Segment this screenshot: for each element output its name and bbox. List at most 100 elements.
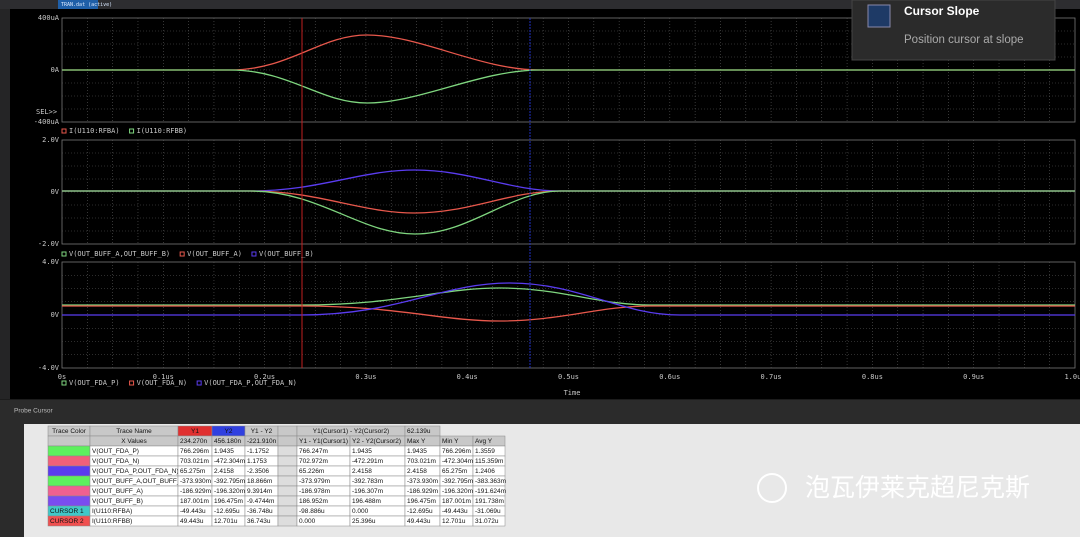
x-axis-label: Time <box>564 389 581 397</box>
cell-text: -31.069u <box>475 508 501 515</box>
table-cell <box>47 485 91 497</box>
tooltip-text: Position cursor at slope <box>904 34 1024 46</box>
cell-text: -186.929m <box>180 488 211 495</box>
cell-text: -373.930m <box>407 478 438 485</box>
cell-text: -191.624m <box>475 488 506 495</box>
cell-text: Y1 - Y1(Cursor1) <box>299 438 348 445</box>
table-cell <box>277 425 298 437</box>
y-tick-label: 400uA <box>38 14 60 22</box>
cell-text: -49.443u <box>442 508 468 515</box>
legend-label: V(OUT_BUFF_A) <box>187 250 242 258</box>
cell-text: 196.488m <box>352 498 381 505</box>
cell-text: V(OUT_BUFF_B) <box>92 498 143 505</box>
x-tick-label: 0.2us <box>254 373 275 381</box>
y-tick-label: 2.0V <box>42 136 60 144</box>
y-tick-label: 0V <box>51 188 60 196</box>
cell-text: 702.972m <box>299 458 328 465</box>
cell-text: 9.3914m <box>247 488 272 495</box>
legend-marker <box>129 128 135 134</box>
cell-text: 65.226m <box>299 468 324 475</box>
cell-text: 2.4158 <box>352 468 372 475</box>
cell-text: 65.275m <box>180 468 205 475</box>
curve <box>62 69 1075 104</box>
legend-label: V(OUT_FDA_P) <box>69 379 120 387</box>
cell-text: -472.291m <box>352 458 383 465</box>
legend-label: V(OUT_BUFF_A,OUT_BUFF_B) <box>69 250 170 258</box>
cell-text: 0.000 <box>352 508 369 515</box>
x-tick-label: 0.8us <box>862 373 883 381</box>
cell-text: X Values <box>121 438 147 445</box>
cell-text: -373.979m <box>299 478 330 485</box>
tooltip-title: Cursor Slope <box>904 4 980 18</box>
cell-text: -373.930m <box>180 478 211 485</box>
curve <box>62 282 1075 316</box>
y-tick-label: 0A <box>51 66 60 74</box>
cell-text: Y1 <box>191 428 199 435</box>
x-tick-label: 0.3us <box>355 373 376 381</box>
table-cell <box>472 515 506 527</box>
cell-text: Trace Color <box>52 428 87 435</box>
x-tick-label: 0.9us <box>963 373 984 381</box>
legend-marker <box>251 251 257 257</box>
cell-text: 234.270n <box>180 438 207 445</box>
cell-text: -383.363m <box>475 478 506 485</box>
x-tick-label: 0.7us <box>761 373 782 381</box>
watermark: 泡瓦伊莱克超尼克斯 <box>805 473 1030 502</box>
cell-text: 65.275m <box>442 468 467 475</box>
cell-text: 1.9435 <box>214 448 234 455</box>
cell-text: Min Y <box>442 438 459 445</box>
cell-text: -196.320m <box>214 488 245 495</box>
cell-text: 36.743u <box>247 518 271 525</box>
cell-text: Trace Name <box>116 428 152 435</box>
cell-text: -196.307m <box>352 488 383 495</box>
table-cell <box>277 465 298 477</box>
cell-text: I(U110:RFBA) <box>92 508 132 515</box>
cell-text: -392.795m <box>442 478 473 485</box>
cell-text: -196.320m <box>442 488 473 495</box>
cell-text: 1.2406 <box>475 468 495 475</box>
cell-text: Y1 - Y2 <box>251 428 273 435</box>
cell-text: 456.180n <box>214 438 241 445</box>
cell-text: -98.886u <box>299 508 325 515</box>
cell-text: -392.795m <box>214 478 245 485</box>
y-tick-label: -400uA <box>34 118 60 126</box>
x-tick-label: 1.0us <box>1064 373 1080 381</box>
cell-text: 2.4158 <box>407 468 427 475</box>
legend-marker <box>179 251 185 257</box>
cell-text: -12.695u <box>214 508 240 515</box>
y-tick-label: 0V <box>51 311 60 319</box>
cell-text: 191.738m <box>475 498 504 505</box>
y-tick-label: -2.0V <box>38 240 60 248</box>
legend-label: V(OUT_BUFF_B) <box>259 250 314 258</box>
cell-text: 25.396u <box>352 518 376 525</box>
cell-text: -49.443u <box>180 508 206 515</box>
legend-marker <box>129 380 135 386</box>
curve <box>62 34 1075 71</box>
tab-label[interactable]: TRAN.dat (active) <box>61 2 112 8</box>
cell-text: -36.748u <box>247 508 273 515</box>
cell-text: 196.475m <box>214 498 243 505</box>
cell-text: 187.001m <box>180 498 209 505</box>
plot-window <box>10 9 1080 399</box>
cell-text: 18.866m <box>247 478 272 485</box>
cell-text: -12.695u <box>407 508 433 515</box>
cell-text: 0.000 <box>299 518 316 525</box>
cell-text: 12.701u <box>442 518 466 525</box>
cell-text: 766.296m <box>442 448 471 455</box>
legend-marker <box>196 380 202 386</box>
cell-text: -472.304m <box>214 458 245 465</box>
cell-text: V(OUT_FDA_P) <box>92 448 139 455</box>
legend-label: I(U110:RFBB) <box>137 127 188 135</box>
tab[interactable] <box>58 0 98 9</box>
curve <box>62 190 1075 214</box>
sel-marker: SEL>> <box>36 108 57 116</box>
table-cell <box>277 505 298 517</box>
table-cell <box>277 495 298 507</box>
table-cell <box>47 465 91 477</box>
table-cell <box>47 495 91 507</box>
x-tick-label: 0s <box>58 373 66 381</box>
cell-text: 49.443u <box>407 518 431 525</box>
y-tick-label: 4.0V <box>42 258 60 266</box>
cell-text: V(OUT_BUFF_A) <box>92 488 143 495</box>
